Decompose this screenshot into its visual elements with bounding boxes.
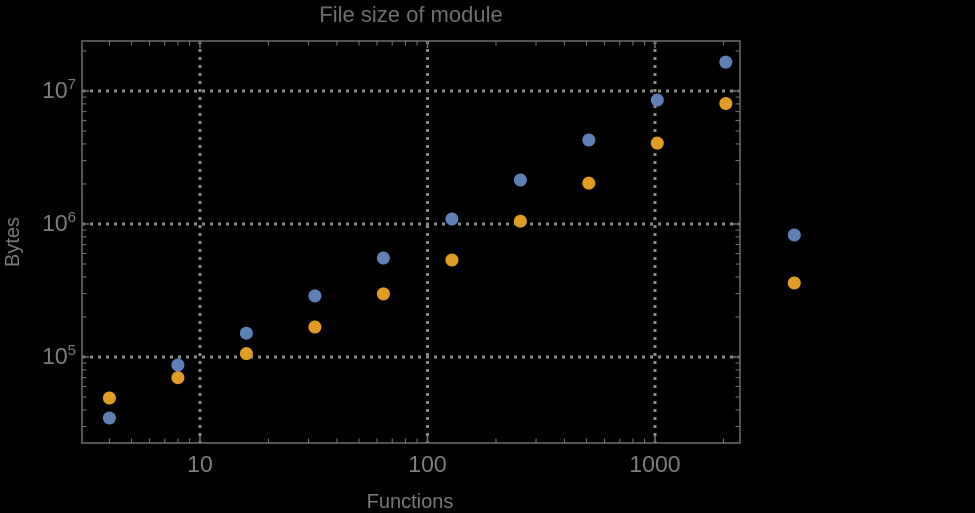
data-point-orange	[582, 176, 596, 190]
data-point-blue	[445, 212, 459, 226]
x-tick-label: 100	[408, 451, 447, 477]
data-point-blue	[787, 228, 801, 242]
y-axis-label: Bytes	[2, 216, 24, 268]
data-point-orange	[308, 320, 322, 334]
data-point-blue	[719, 55, 733, 69]
y-tick-label: 107	[42, 75, 76, 103]
data-point-blue	[171, 358, 185, 372]
data-point-orange	[102, 391, 116, 405]
x-tick-label: 10	[187, 451, 213, 477]
data-point-orange	[719, 97, 733, 110]
data-point-orange	[513, 214, 527, 228]
x-axis-label: Functions	[366, 491, 454, 513]
data-point-orange	[445, 253, 459, 267]
data-point-blue	[376, 251, 390, 265]
data-point-orange	[650, 136, 664, 150]
data-point-blue	[582, 133, 596, 147]
x-tick-label: 1000	[629, 451, 681, 477]
data-point-blue	[513, 173, 527, 187]
data-point-orange	[376, 287, 390, 301]
data-point-orange	[787, 276, 801, 290]
data-point-blue	[650, 93, 664, 107]
data-point-blue	[308, 289, 322, 303]
data-point-orange	[171, 371, 185, 385]
chart-title: File size of module	[319, 2, 503, 27]
data-point-blue	[102, 411, 116, 425]
data-point-blue	[239, 326, 253, 340]
data-point-orange	[239, 347, 253, 361]
y-tick-label: 106	[42, 208, 76, 236]
plot-frame	[81, 40, 741, 444]
y-tick-label: 105	[42, 341, 76, 369]
